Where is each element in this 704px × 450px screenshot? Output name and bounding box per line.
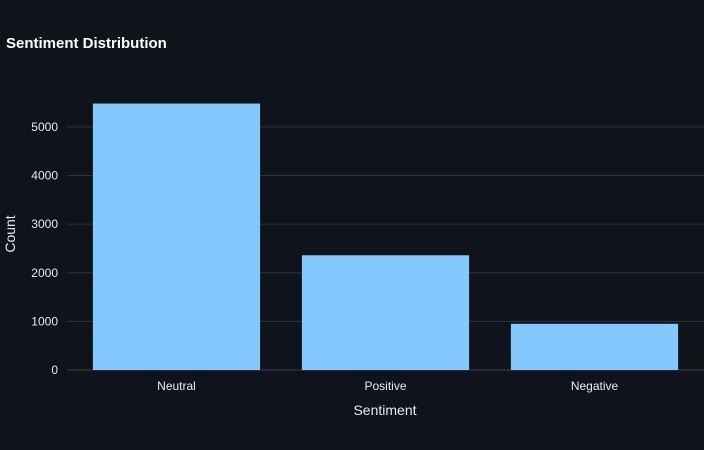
y-tick-label: 5000 <box>31 120 58 134</box>
y-tick-label: 4000 <box>31 169 58 183</box>
x-tick-label: Positive <box>364 379 406 393</box>
bar-positive[interactable] <box>301 255 470 370</box>
y-tick-label: 2000 <box>31 266 58 280</box>
bars <box>92 103 679 370</box>
x-tick-label: Negative <box>571 379 619 393</box>
x-tick-label: Neutral <box>157 379 196 393</box>
y-axis-ticks: 0 1000 2000 3000 4000 5000 <box>31 120 58 377</box>
y-tick-label: 0 <box>51 363 58 377</box>
x-axis-ticks: Neutral Positive Negative <box>157 379 618 393</box>
chart-title: Sentiment Distribution <box>6 35 167 52</box>
x-axis-title: Sentiment <box>353 402 416 418</box>
bar-neutral[interactable] <box>92 103 261 370</box>
y-tick-label: 3000 <box>31 217 58 231</box>
bar-negative[interactable] <box>510 323 679 370</box>
y-tick-label: 1000 <box>31 314 58 328</box>
y-axis-title: Count <box>2 215 18 252</box>
